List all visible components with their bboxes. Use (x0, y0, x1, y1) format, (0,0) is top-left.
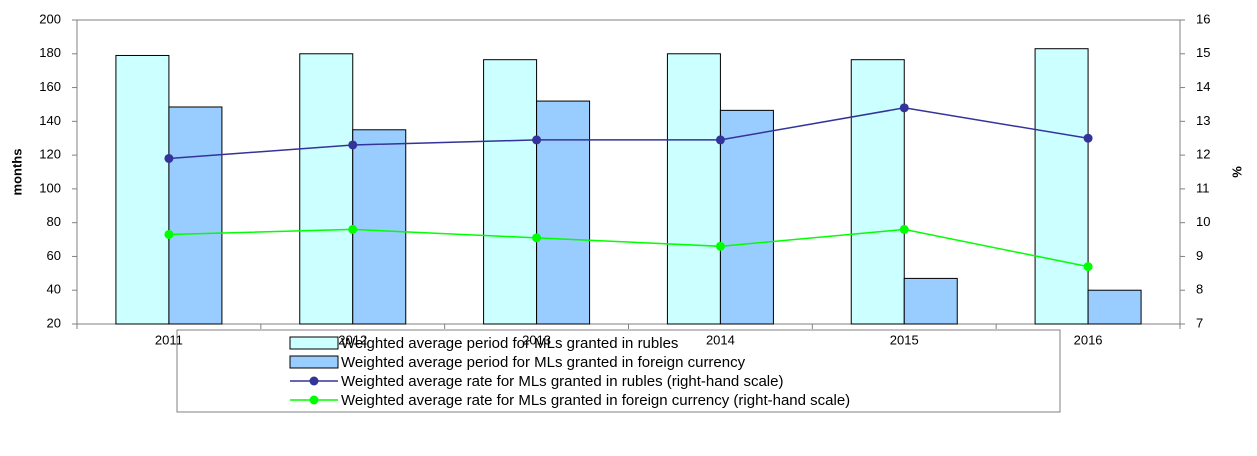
y2-tick-label: 12 (1196, 147, 1210, 162)
y2-tick-label: 11 (1196, 180, 1210, 195)
y-tick-label: 60 (47, 248, 61, 263)
point (532, 233, 542, 243)
y2-tick-label: 8 (1196, 282, 1203, 297)
line (168, 107, 1089, 160)
legend: Weighted average period for MLs granted … (289, 335, 850, 409)
y2-tick-label: 16 (1196, 11, 1210, 26)
bar (903, 277, 958, 325)
point (715, 241, 725, 251)
point (1083, 262, 1093, 272)
y2-tick-label: 7 (1196, 315, 1203, 330)
bar (1087, 289, 1142, 325)
point (1083, 133, 1093, 143)
x-tick-label: 2012 (338, 332, 367, 347)
bar (1034, 48, 1089, 325)
legend-label: Weighted average rate for MLs granted in… (341, 392, 850, 409)
y-tick-label: 80 (47, 214, 61, 229)
legend-swatch (289, 355, 339, 369)
bar (850, 59, 905, 325)
y-tick-label: 180 (39, 45, 61, 60)
bar (115, 54, 170, 325)
bar (483, 59, 538, 325)
bar (168, 106, 223, 325)
x-tick-label: 2014 (706, 332, 735, 347)
y-tick-label: 160 (39, 79, 61, 94)
point (164, 229, 174, 239)
y-tick-label: 20 (47, 315, 61, 330)
bar (666, 53, 721, 325)
point (164, 153, 174, 163)
point (899, 224, 909, 234)
y-tick-label: 120 (39, 147, 61, 162)
y2-tick-label: 10 (1196, 214, 1210, 229)
x-tick-label: 2015 (890, 332, 919, 347)
line (168, 228, 1089, 268)
point (715, 135, 725, 145)
x-tick-label: 2016 (1074, 332, 1103, 347)
y-tick-label: 100 (39, 180, 61, 195)
legend-label: Weighted average rate for MLs granted in… (341, 373, 783, 390)
bar (299, 53, 354, 325)
bar (352, 129, 407, 325)
bar (536, 100, 591, 325)
y-tick-label: 200 (39, 11, 61, 26)
bar (719, 109, 774, 325)
y2-tick-label: 14 (1196, 79, 1210, 94)
legend-label: Weighted average period for MLs granted … (341, 335, 678, 352)
legend-label: Weighted average period for MLs granted … (341, 354, 746, 371)
y2-tick-label: 9 (1196, 248, 1203, 263)
y2-tick-label: 13 (1196, 113, 1210, 128)
legend-marker (309, 395, 319, 405)
y2-tick-label: 15 (1196, 45, 1210, 60)
y2-axis-label: % (1229, 166, 1244, 178)
x-tick-label: 2013 (522, 332, 551, 347)
point (348, 140, 358, 150)
y-tick-label: 40 (47, 282, 61, 297)
x-tick-label: 2011 (155, 332, 183, 347)
y-axis-label: months (9, 149, 24, 196)
legend-marker (309, 376, 319, 386)
point (348, 224, 358, 234)
point (899, 103, 909, 113)
y-tick-label: 140 (39, 113, 61, 128)
point (532, 135, 542, 145)
plot-area (76, 19, 1181, 325)
legend-swatch (289, 336, 339, 350)
